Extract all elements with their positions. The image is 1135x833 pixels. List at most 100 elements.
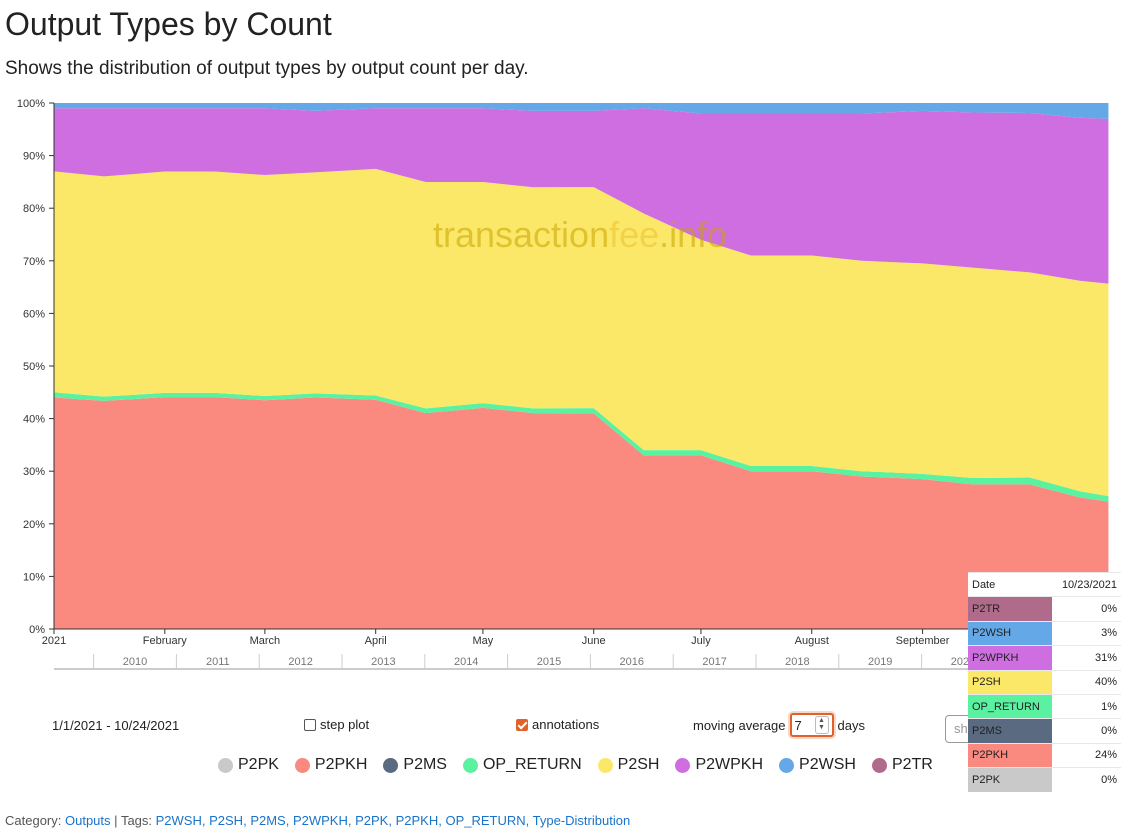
tooltip-row-p2ms: P2MS 0% bbox=[968, 718, 1121, 744]
tag-separator: , bbox=[388, 813, 396, 828]
tag-link[interactable]: OP_RETURN bbox=[445, 813, 526, 828]
tag-link[interactable]: P2PKH bbox=[395, 813, 439, 828]
tooltip-series-name: P2WSH bbox=[968, 620, 1052, 646]
tooltip-series-value: 31% bbox=[1051, 645, 1121, 671]
category-link[interactable]: Outputs bbox=[65, 813, 111, 828]
tag-link[interactable]: P2MS bbox=[250, 813, 286, 828]
tooltip-row-p2pkh: P2PKH 24% bbox=[968, 742, 1121, 768]
tag-link[interactable]: P2PK bbox=[355, 813, 389, 828]
tooltip-row-p2wsh: P2WSH 3% bbox=[968, 620, 1121, 646]
step-plot-label: step plot bbox=[320, 717, 370, 732]
tooltip-row-p2tr: P2TR 0% bbox=[968, 596, 1121, 622]
annotations-checkbox[interactable] bbox=[516, 718, 528, 731]
x-tick-label: June bbox=[582, 635, 606, 647]
area-p2pkh[interactable] bbox=[54, 397, 1109, 629]
tooltip-row-p2sh: P2SH 40% bbox=[968, 669, 1121, 695]
tooltip-series-value: 40% bbox=[1051, 669, 1121, 695]
legend-item-p2pkh[interactable]: P2PKH bbox=[294, 756, 368, 774]
legend-label: P2PKH bbox=[314, 756, 368, 773]
legend-label: P2WSH bbox=[799, 756, 856, 773]
spinner-icon[interactable]: ▲ ▼ bbox=[814, 716, 829, 734]
y-tick-label: 60% bbox=[23, 308, 45, 320]
legend-dot-icon bbox=[597, 757, 613, 773]
tooltip-series-value: 3% bbox=[1051, 620, 1121, 646]
area-op-return[interactable] bbox=[54, 392, 1109, 502]
area-p2wsh[interactable] bbox=[54, 103, 1109, 119]
x-tick-label: March bbox=[250, 635, 281, 647]
tooltip-series-name: P2PKH bbox=[968, 742, 1052, 768]
chart-legend: P2PK P2PKH P2MS OP_RETURN P2SH P2WPKH P2WSH P2T… bbox=[218, 756, 933, 774]
page-title: Output Types by Count bbox=[5, 6, 332, 42]
navigator-tick-label: 2015 bbox=[537, 656, 561, 668]
watermark: transactionfee.info bbox=[433, 214, 727, 255]
legend-dot-icon bbox=[218, 757, 233, 773]
tooltip-row-p2wpkh: P2WPKH 31% bbox=[968, 645, 1121, 671]
legend-item-p2ms[interactable]: P2MS bbox=[383, 756, 447, 774]
legend-dot-icon bbox=[675, 757, 691, 773]
legend-label: P2SH bbox=[617, 756, 660, 773]
tag-link[interactable]: P2SH bbox=[209, 813, 244, 828]
tag-link[interactable]: P2WPKH bbox=[292, 813, 348, 828]
legend-label: P2WPKH bbox=[695, 756, 764, 773]
chart-tooltip: Date 10/23/2021 P2TR 0% P2WSH 3% P2WPKH 31% P2… bbox=[968, 571, 1121, 793]
stacked-area-chart[interactable]: 0% 10% 20% 30% 40% 50% 60% 70% 80% 90% 100% 2021 Feb… bbox=[0, 90, 1135, 680]
navigator-tick-label: 2018 bbox=[785, 656, 809, 668]
tooltip-series-name: P2PK bbox=[968, 767, 1052, 793]
x-tick-label: February bbox=[143, 635, 188, 647]
legend-item-p2tr[interactable]: P2TR bbox=[871, 756, 933, 774]
tooltip-series-name: P2WPKH bbox=[968, 645, 1052, 671]
legend-item-p2wpkh[interactable]: P2WPKH bbox=[675, 756, 763, 774]
chart-areas bbox=[54, 103, 1109, 629]
days-label: days bbox=[837, 717, 865, 733]
navigator-tick-label: 2019 bbox=[868, 656, 892, 668]
tooltip-series-value: 1% bbox=[1051, 693, 1121, 719]
legend-item-p2sh[interactable]: P2SH bbox=[597, 756, 660, 774]
tag-separator: , bbox=[438, 813, 446, 828]
navigator-tick-label: 2012 bbox=[288, 656, 312, 668]
tooltip-series-value: 24% bbox=[1051, 742, 1121, 768]
legend-item-p2pk[interactable]: P2PK bbox=[218, 756, 279, 774]
area-p2wpkh[interactable] bbox=[54, 108, 1109, 284]
page-subtitle: Shows the distribution of output types b… bbox=[5, 58, 529, 79]
legend-label: OP_RETURN bbox=[482, 756, 582, 773]
y-tick-label: 100% bbox=[17, 98, 45, 110]
step-plot-checkbox[interactable] bbox=[304, 718, 316, 731]
tags-list: P2WSH, P2SH, P2MS, P2WPKH, P2PK, P2PKH, … bbox=[156, 813, 631, 828]
y-tick-label: 10% bbox=[23, 571, 45, 583]
y-tick-label: 20% bbox=[23, 519, 45, 531]
y-tick-label: 40% bbox=[23, 414, 45, 426]
area-p2sh[interactable] bbox=[54, 168, 1109, 497]
navigator-tick-label: 2017 bbox=[702, 656, 726, 668]
tag-separator: , bbox=[347, 813, 356, 828]
tooltip-series-value: 0% bbox=[1051, 718, 1121, 744]
tooltip-series-name: P2MS bbox=[968, 718, 1052, 744]
legend-dot-icon bbox=[462, 757, 478, 773]
legend-dot-icon bbox=[294, 757, 310, 773]
tag-separator: , bbox=[243, 813, 251, 828]
tags-label: Tags: bbox=[120, 813, 153, 828]
x-tick-label: 2021 bbox=[42, 635, 66, 647]
legend-label: P2TR bbox=[891, 756, 933, 773]
tag-link[interactable]: Type-Distribution bbox=[532, 813, 631, 828]
step-plot-toggle[interactable]: step plot bbox=[304, 717, 369, 732]
tooltip-series-name: P2TR bbox=[968, 596, 1052, 622]
page-footer: Category: Outputs | Tags: P2WSH, P2SH, P… bbox=[5, 813, 630, 828]
moving-average-input[interactable]: 7 ▲ ▼ bbox=[789, 713, 834, 737]
annotations-label: annotations bbox=[532, 717, 600, 732]
legend-item-p2wsh[interactable]: P2WSH bbox=[779, 756, 856, 774]
tooltip-series-value: 0% bbox=[1051, 596, 1121, 622]
tooltip-date-row: Date 10/23/2021 bbox=[968, 571, 1121, 597]
moving-average-value: 7 bbox=[794, 717, 802, 733]
x-tick-label: September bbox=[896, 635, 950, 647]
x-tick-label: April bbox=[365, 635, 387, 647]
legend-dot-icon bbox=[383, 757, 399, 773]
annotations-toggle[interactable]: annotations bbox=[516, 717, 599, 732]
tooltip-row-op-return: OP_RETURN 1% bbox=[968, 693, 1121, 719]
tag-link[interactable]: P2WSH bbox=[155, 813, 202, 828]
y-tick-label: 80% bbox=[23, 203, 45, 215]
navigator-tick-label: 2014 bbox=[454, 656, 478, 668]
legend-dot-icon bbox=[871, 757, 887, 773]
category-label: Category: bbox=[5, 813, 62, 828]
legend-item-op-return[interactable]: OP_RETURN bbox=[462, 756, 582, 774]
tooltip-row-p2pk: P2PK 0% bbox=[968, 767, 1121, 793]
